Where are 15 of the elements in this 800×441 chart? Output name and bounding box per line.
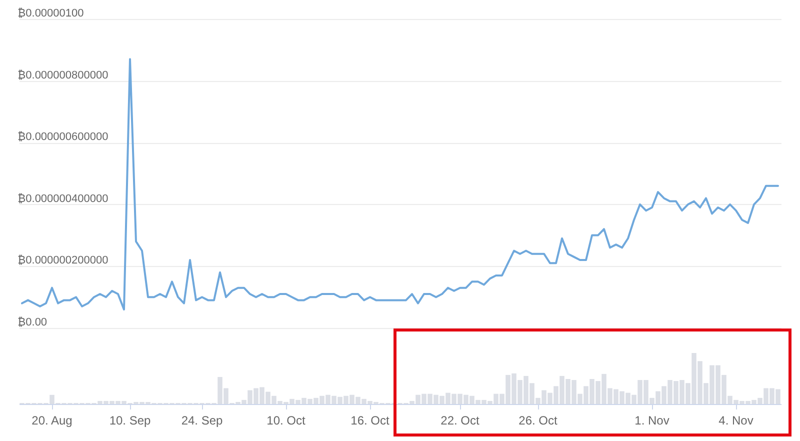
y-tick-label: ₿0.00000100 — [18, 8, 84, 20]
x-tick-label: 22. Oct — [440, 414, 480, 428]
x-tick-label: 10. Oct — [266, 414, 306, 428]
y-tick-label: ₿0.000000800000 — [18, 69, 108, 82]
x-tick-label: 4. Nov — [718, 414, 754, 428]
x-tick-label: 16. Oct — [350, 414, 390, 428]
y-tick-label: ₿0.000000600000 — [18, 131, 108, 144]
y-tick-label: ₿0.000000200000 — [18, 254, 108, 267]
y-tick-label: ₿0.000000400000 — [18, 192, 108, 205]
y-tick-label: ₿0.00 — [18, 316, 48, 328]
x-tick-label: 24. Sep — [181, 414, 224, 428]
x-tick-label: 26. Oct — [518, 414, 558, 428]
x-tick-label: 1. Nov — [634, 414, 670, 428]
x-tick-label: 10. Sep — [109, 414, 152, 428]
x-tick-label: 20. Aug — [32, 414, 72, 428]
